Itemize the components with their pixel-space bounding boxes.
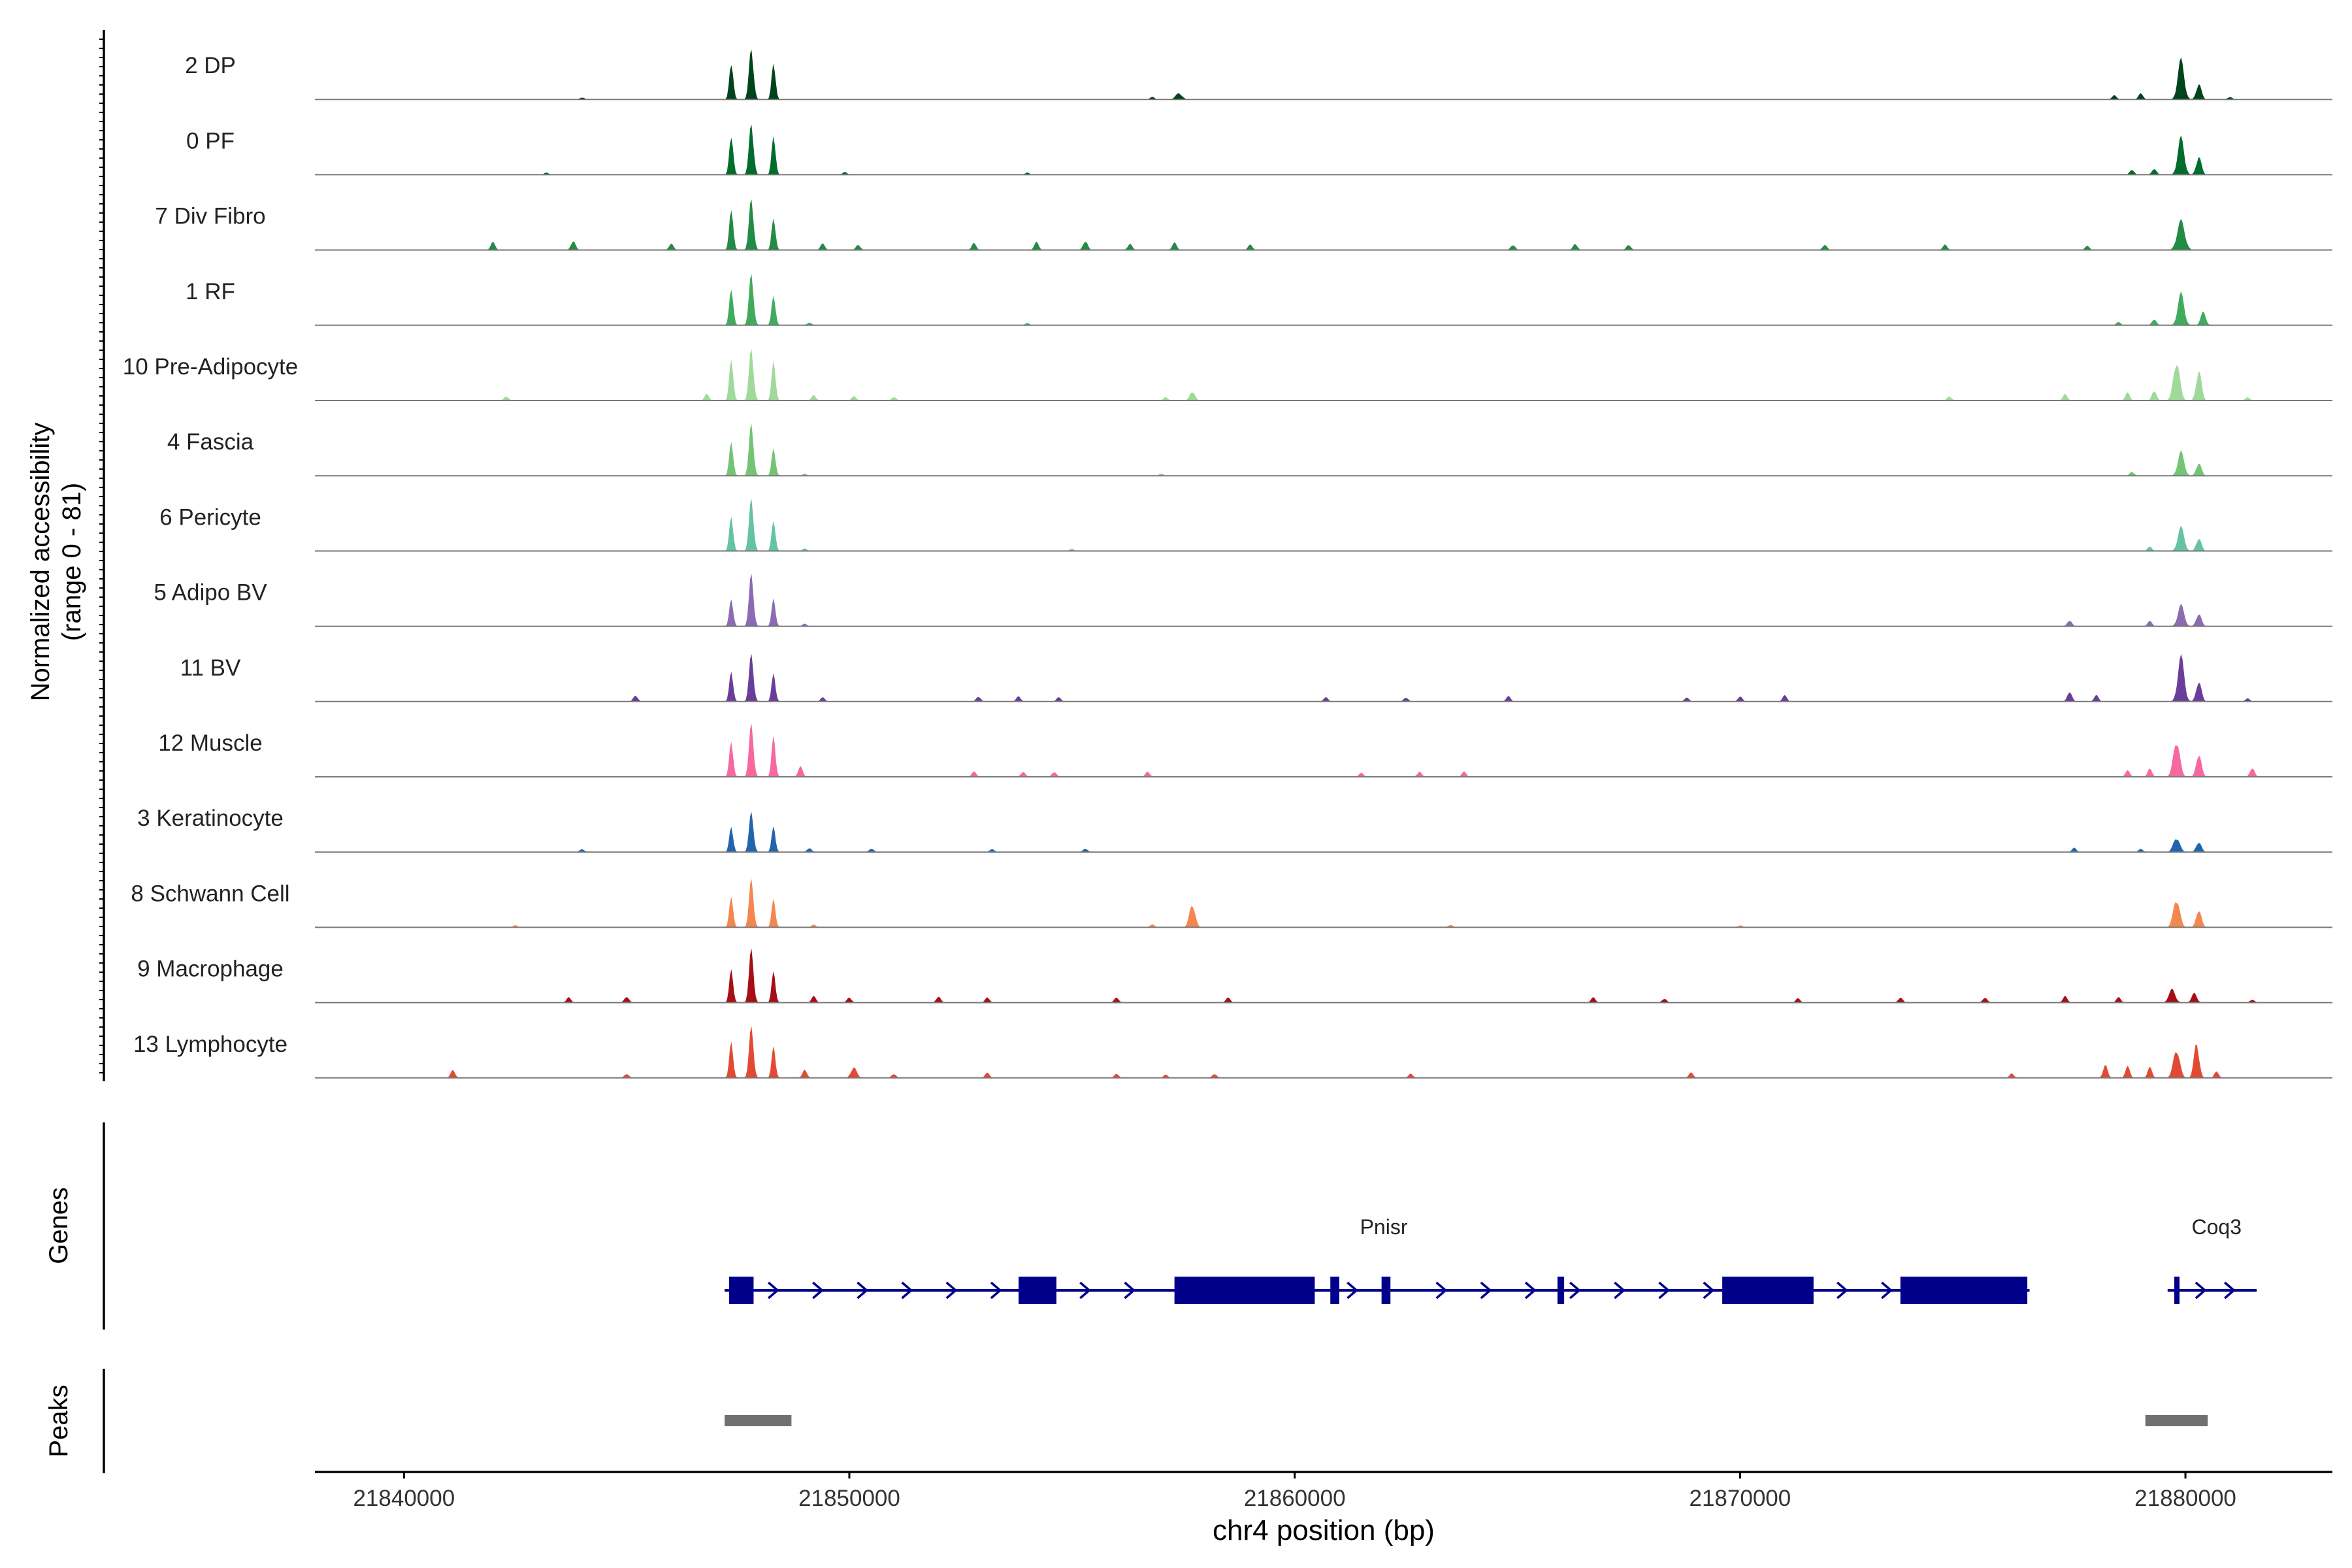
genes-panel-label: Genes — [44, 1187, 73, 1264]
track-9-macrophage: 9 Macrophage — [137, 948, 2332, 1004]
accessibility-tracks: 2 DP 0 PF 7 Div Fibro 1 RF 10 Pre-Adipocyte 4… — [123, 50, 2332, 1079]
signal-area — [315, 424, 2332, 476]
track-4-fascia: 4 Fascia — [167, 424, 2332, 477]
accessibility-ylabel: Normalized accessibility — [26, 423, 55, 702]
track-label: 12 Muscle — [158, 730, 263, 756]
x-tick-label: 21860000 — [1244, 1486, 1346, 1511]
strand-arrow — [812, 1281, 824, 1299]
strand-arrow — [1480, 1281, 1492, 1299]
track-label: 2 DP — [185, 53, 236, 78]
track-label: 0 PF — [186, 128, 235, 154]
exon — [1330, 1277, 1339, 1304]
strand-arrow — [767, 1281, 779, 1299]
gene-label: Coq3 — [2192, 1215, 2242, 1239]
track-label: 7 Div Fibro — [155, 204, 265, 229]
strand-arrow — [1569, 1281, 1581, 1299]
strand-arrow — [1614, 1281, 1626, 1299]
gene-label: Pnisr — [1360, 1215, 1408, 1239]
exon — [1900, 1277, 2028, 1304]
strand-arrow — [1435, 1281, 1448, 1299]
signal-area — [315, 199, 2332, 250]
gene-pnisr: Pnisr — [725, 1215, 2030, 1304]
track-6-pericyte: 6 Pericyte — [159, 498, 2332, 552]
signal-area — [315, 1026, 2332, 1078]
track-label: 11 BV — [180, 655, 241, 681]
strand-arrow — [1881, 1281, 1893, 1299]
track-label: 1 RF — [186, 279, 235, 304]
track-10-pre-adipocyte: 10 Pre-Adipocyte — [123, 349, 2332, 401]
accessibility-axis-ticks — [99, 39, 104, 1073]
signal-area — [315, 811, 2332, 853]
track-0-pf: 0 PF — [186, 124, 2332, 176]
track-3-keratinocyte: 3 Keratinocyte — [137, 806, 2332, 853]
strand-arrow — [1837, 1281, 1848, 1299]
track-label: 8 Schwann Cell — [131, 881, 289, 906]
peaks-track — [725, 1415, 2208, 1426]
x-tick-label: 21880000 — [2134, 1486, 2236, 1511]
x-axis-label: chr4 position (bp) — [1213, 1514, 1435, 1546]
signal-area — [315, 498, 2332, 551]
strand-arrow — [1703, 1281, 1715, 1299]
strand-arrow — [1079, 1281, 1091, 1299]
exon — [1722, 1277, 1814, 1304]
track-5-adipo-bv: 5 Adipo BV — [154, 574, 2332, 627]
strand-arrow — [1658, 1281, 1671, 1299]
track-11-bv: 11 BV — [180, 654, 2332, 702]
track-13-lymphocyte: 13 Lymphocyte — [133, 1026, 2332, 1079]
genes-track: Pnisr Coq3 — [725, 1215, 2257, 1304]
track-12-muscle: 12 Muscle — [158, 723, 2332, 777]
exon — [2174, 1277, 2180, 1304]
track-label: 10 Pre-Adipocyte — [123, 354, 298, 380]
signal-area — [315, 723, 2332, 777]
strand-arrow — [857, 1281, 869, 1299]
peak-region — [725, 1415, 792, 1426]
exon — [728, 1277, 754, 1304]
x-tick-label: 21870000 — [1690, 1486, 1791, 1511]
strand-arrow — [1347, 1281, 1358, 1299]
strand-arrow — [945, 1281, 958, 1299]
exon — [1019, 1277, 1056, 1304]
exon — [1557, 1277, 1565, 1304]
signal-area — [315, 124, 2332, 175]
strand-arrow — [1524, 1281, 1537, 1299]
track-label: 5 Adipo BV — [154, 580, 267, 606]
track-label: 13 Lymphocyte — [133, 1032, 287, 1057]
peak-region — [2145, 1415, 2208, 1426]
x-axis-ticks: 21840000 21850000 21860000 21870000 21880000 — [353, 1472, 2236, 1511]
track-8-schwann-cell: 8 Schwann Cell — [131, 879, 2332, 928]
strand-arrow — [2195, 1281, 2207, 1299]
strand-arrow — [2224, 1281, 2236, 1299]
signal-area — [315, 574, 2332, 627]
track-1-rf: 1 RF — [186, 274, 2332, 326]
x-tick-label: 21840000 — [353, 1486, 455, 1511]
track-label: 9 Macrophage — [137, 956, 284, 982]
strand-arrow — [990, 1281, 1002, 1299]
exon — [1381, 1277, 1391, 1304]
track-label: 6 Pericyte — [159, 504, 261, 530]
signal-area — [315, 948, 2332, 1003]
signal-area — [315, 274, 2332, 325]
strand-arrow — [901, 1281, 913, 1299]
peaks-panel-label: Peaks — [44, 1384, 73, 1457]
exon — [1174, 1277, 1315, 1304]
x-tick-label: 21850000 — [798, 1486, 900, 1511]
track-label: 4 Fascia — [167, 429, 254, 455]
signal-area — [315, 654, 2332, 702]
track-7-div-fibro: 7 Div Fibro — [155, 199, 2332, 251]
signal-area — [315, 50, 2332, 100]
signal-area — [315, 349, 2332, 400]
strand-arrow — [1124, 1281, 1136, 1299]
track-label: 3 Keratinocyte — [137, 806, 284, 831]
gene-coq3: Coq3 — [2167, 1215, 2257, 1304]
accessibility-ylabel-range: (range 0 - 81) — [57, 483, 86, 641]
track-2-dp: 2 DP — [185, 50, 2332, 101]
signal-area — [315, 879, 2332, 928]
